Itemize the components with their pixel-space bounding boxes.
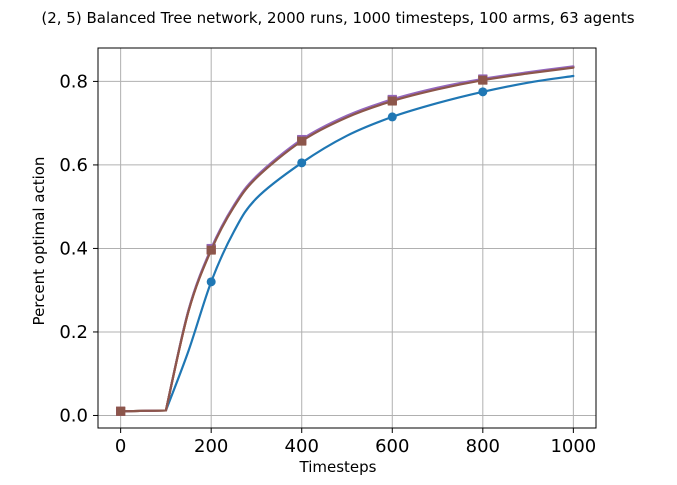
plot-frame bbox=[97, 47, 597, 429]
chart-title: (2, 5) Balanced Tree network, 2000 runs,… bbox=[41, 9, 634, 27]
series-marker bbox=[206, 277, 216, 287]
y-tick-label: 0.4 bbox=[59, 238, 88, 259]
y-tick-label: 0.6 bbox=[59, 155, 88, 176]
ticks: 0 200 400 600 800 1000 0.0 0.2 0.4 0.6 0.8 bbox=[59, 71, 596, 457]
x-tick-label: 600 bbox=[375, 436, 409, 457]
x-tick-label: 800 bbox=[466, 436, 500, 457]
y-tick-label: 0.0 bbox=[59, 405, 88, 426]
series-marker bbox=[478, 75, 488, 85]
grid bbox=[98, 48, 596, 428]
series-marker bbox=[387, 96, 397, 106]
series-marker bbox=[206, 245, 216, 255]
series-marker bbox=[116, 406, 126, 416]
x-axis-label: Timesteps bbox=[299, 458, 377, 476]
series-marker bbox=[387, 112, 397, 122]
y-axis-label: Percent optimal action bbox=[30, 157, 48, 326]
series-marker bbox=[297, 158, 307, 168]
y-tick-label: 0.8 bbox=[59, 71, 88, 92]
y-tick-label: 0.2 bbox=[59, 322, 88, 343]
series-group bbox=[116, 65, 575, 416]
series-marker bbox=[297, 136, 307, 146]
series-marker bbox=[478, 87, 488, 97]
x-tick-label: 400 bbox=[285, 436, 319, 457]
x-tick-label: 1000 bbox=[550, 436, 596, 457]
x-tick-label: 0 bbox=[115, 436, 126, 457]
x-tick-label: 200 bbox=[194, 436, 228, 457]
